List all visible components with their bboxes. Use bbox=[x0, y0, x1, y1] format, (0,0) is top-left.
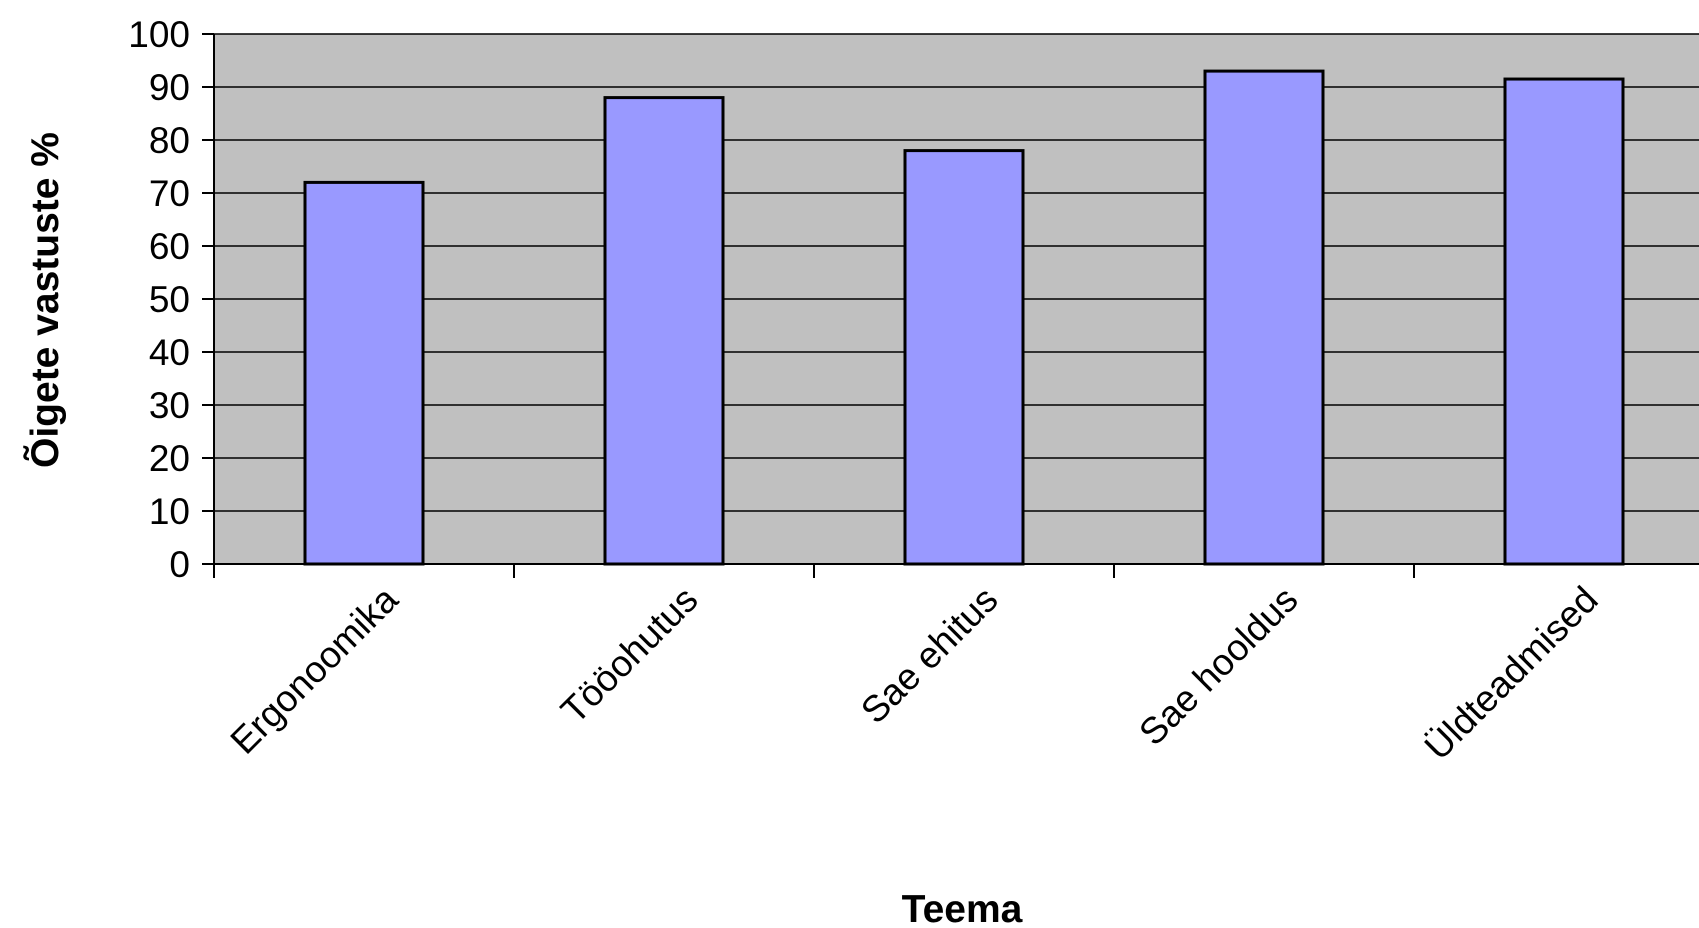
bar-tööohutus bbox=[603, 96, 725, 566]
y-tick-label: 80 bbox=[149, 120, 190, 161]
y-tick-label: 20 bbox=[149, 438, 190, 479]
y-tick-label: 0 bbox=[169, 544, 190, 585]
y-tick-label: 30 bbox=[149, 385, 190, 426]
y-tick-label: 40 bbox=[149, 332, 190, 373]
y-tick-label: 70 bbox=[149, 173, 190, 214]
x-tick-label: Sae hooldus bbox=[1131, 579, 1305, 753]
y-tick-label: 10 bbox=[149, 491, 190, 532]
bar-sae-hooldus bbox=[1203, 69, 1325, 566]
bar-sae-ehitus bbox=[903, 149, 1025, 566]
x-axis-title: Teema bbox=[902, 888, 1023, 928]
y-tick-label: 60 bbox=[149, 226, 190, 267]
y-tick-label: 50 bbox=[149, 279, 190, 320]
x-tick-label: Ergonoomika bbox=[223, 578, 406, 761]
x-tick-label: Tööohutus bbox=[553, 579, 706, 732]
bar-ergonoomika bbox=[303, 180, 425, 566]
bar-üldteadmised bbox=[1503, 77, 1625, 566]
x-tick-label: Sae ehitus bbox=[853, 579, 1006, 732]
y-axis-title: Õigete vastuste % bbox=[23, 132, 67, 468]
bars bbox=[303, 69, 1625, 566]
y-tick-label: 100 bbox=[128, 14, 190, 55]
y-tick-label: 90 bbox=[149, 67, 190, 108]
y-ticks: 0 10 20 30 40 50 60 70 80 90 100 bbox=[128, 14, 214, 585]
x-tick-label: Üldteadmised bbox=[1417, 579, 1606, 768]
x-ticks: Ergonoomika Tööohutus Sae ehitus Sae hooldu… bbox=[213, 564, 1606, 768]
